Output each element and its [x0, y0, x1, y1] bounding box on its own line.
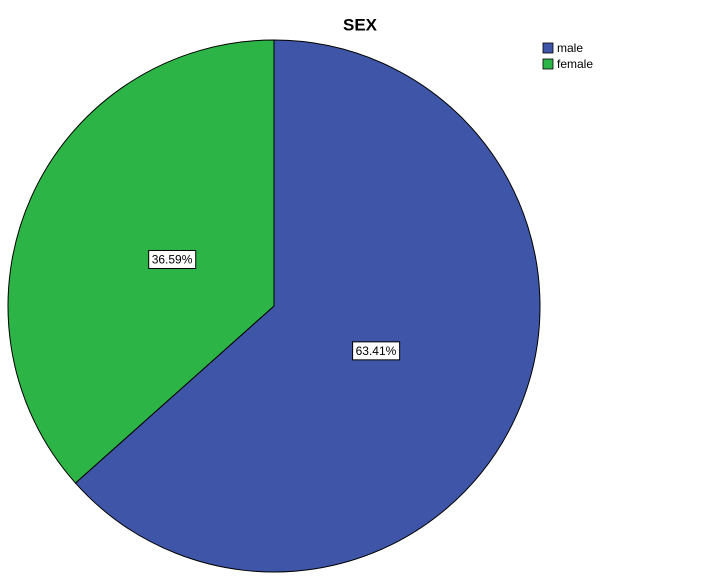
pie-slice — [7, 39, 275, 484]
legend-swatch — [542, 42, 554, 54]
data-label: 63.41% — [352, 341, 401, 361]
legend-label: female — [557, 57, 593, 71]
data-label-text: 63.41% — [356, 344, 397, 358]
pie-slice — [74, 39, 541, 573]
data-label-text: 36.59% — [152, 252, 193, 266]
data-label-box — [352, 341, 401, 361]
chart-title: SEX — [343, 15, 378, 34]
legend-swatch — [542, 58, 554, 70]
data-label-box — [148, 249, 197, 269]
legend-label: male — [557, 41, 583, 55]
data-label: 36.59% — [148, 249, 197, 269]
